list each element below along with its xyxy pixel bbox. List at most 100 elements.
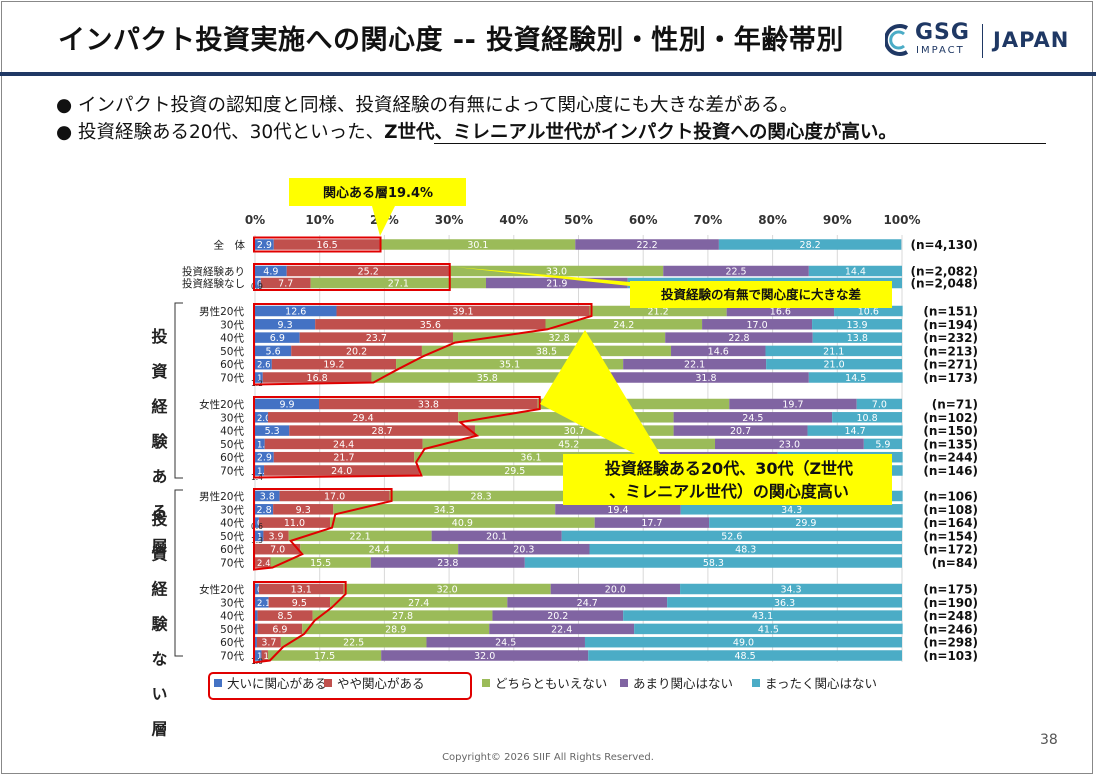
bar-segment	[258, 583, 344, 595]
data-label: 9.5	[292, 598, 307, 609]
bar-segment	[431, 530, 562, 542]
data-label: 33.0	[546, 267, 567, 278]
sample-size-label: (n=151)	[923, 305, 978, 319]
bar-segment	[589, 543, 902, 555]
bar-segment	[258, 517, 331, 528]
bar-segment	[343, 583, 551, 595]
data-label: 27.4	[408, 598, 429, 609]
data-label: 1.4	[257, 467, 271, 477]
row-label: 60代	[220, 637, 244, 649]
sample-size-label: (n=298)	[923, 636, 978, 650]
bar-segment	[255, 319, 316, 330]
bar-segment	[257, 623, 303, 635]
bar-segment	[255, 623, 258, 635]
data-label: 19.2	[323, 360, 344, 371]
data-label: 1.5	[257, 440, 271, 450]
highlight-box	[253, 236, 382, 253]
callout-experience-gap	[455, 267, 892, 308]
row-label: 50代	[220, 346, 244, 358]
data-label: 2.9	[257, 453, 272, 464]
bar-segment	[255, 358, 272, 370]
data-label: 11.0	[284, 518, 305, 529]
sample-size-label: (n=246)	[923, 622, 978, 636]
bar-segment	[255, 345, 292, 357]
data-label: 13.8	[847, 333, 868, 344]
row-label: 50代	[220, 439, 244, 451]
row-label: 50代	[220, 624, 244, 636]
bar-segment	[255, 398, 320, 410]
data-label: 2.0	[257, 414, 271, 424]
row-label: 70代	[220, 651, 244, 663]
sample-size-label: (n=4,130)	[910, 238, 978, 252]
row-label: 70代	[220, 373, 244, 385]
data-label: 25.2	[358, 267, 379, 278]
data-label: 38.5	[536, 346, 557, 357]
page-number: 38	[1040, 732, 1058, 748]
group-label: 投資経験ない層	[149, 510, 168, 738]
data-label: 27.1	[388, 279, 409, 290]
data-label: 13.1	[291, 585, 312, 596]
bar-segment	[673, 425, 808, 436]
bar-segment	[273, 239, 381, 250]
bar-segment	[299, 332, 453, 343]
bar-segment	[263, 530, 289, 542]
bar-segment	[537, 398, 730, 410]
data-label: 23.0	[779, 439, 800, 450]
row-label: 投資経験あり	[182, 265, 245, 278]
bar-segment	[286, 265, 450, 277]
bar-segment	[729, 398, 857, 410]
copyright-footer: Copyright© 2026 SIIF All Rights Reserved…	[442, 752, 654, 763]
bar-segment	[271, 358, 397, 370]
data-label: 22.1	[684, 360, 705, 371]
legend-swatch	[620, 679, 628, 687]
bar-segment	[291, 345, 422, 357]
bar-segment	[267, 650, 382, 661]
data-label: 21.7	[333, 453, 354, 464]
data-label: 23.8	[437, 558, 458, 569]
data-label: 22.8	[728, 333, 749, 344]
bar-segment	[671, 345, 766, 357]
group-bracket	[174, 489, 183, 657]
data-label: 14.4	[845, 267, 866, 278]
data-label: 41.5	[758, 624, 779, 635]
bar-segment	[255, 636, 257, 648]
data-label: 32.0	[474, 651, 495, 662]
data-label: 24.5	[742, 413, 763, 424]
bar-segment	[289, 425, 475, 436]
highlight-group-box	[253, 396, 541, 479]
data-label: 21.0	[823, 360, 844, 371]
bar-segment	[458, 543, 590, 555]
data-label: 2.4	[257, 559, 271, 569]
data-label: 7.0	[270, 545, 285, 556]
row-label: 女性20代	[199, 398, 244, 411]
x-tick-label: 60%	[629, 213, 658, 227]
data-label: 3.8	[260, 492, 275, 503]
bar-segment	[280, 636, 427, 648]
row-label: 60代	[220, 452, 244, 464]
sample-size-label: (n=248)	[923, 609, 978, 623]
bar-segment	[333, 504, 556, 515]
bar-segment	[426, 636, 585, 648]
bar-segment	[310, 277, 486, 289]
data-label: 43.1	[752, 611, 773, 622]
data-label: 36.3	[774, 598, 795, 609]
bar-segment	[255, 425, 290, 436]
data-label: 39.1	[452, 307, 473, 318]
legend-swatch	[324, 679, 332, 687]
bar-segment	[371, 372, 604, 383]
data-label: 21.1	[823, 346, 844, 357]
data-label: 5.6	[266, 346, 281, 357]
x-tick-label: 100%	[883, 213, 920, 227]
row-label: 50代	[220, 531, 244, 543]
bar-segment	[262, 372, 372, 383]
bar-segment	[315, 319, 546, 330]
bar-segment	[422, 438, 716, 450]
bullet-2-underline	[434, 143, 1046, 144]
bar-segment	[680, 504, 903, 515]
data-label: 16.8	[307, 373, 328, 384]
bar-segment	[634, 623, 903, 635]
legend-highlight-box	[208, 672, 472, 700]
bar-segment	[489, 623, 635, 635]
data-label: 49.0	[733, 638, 754, 649]
bar-segment	[279, 490, 390, 502]
